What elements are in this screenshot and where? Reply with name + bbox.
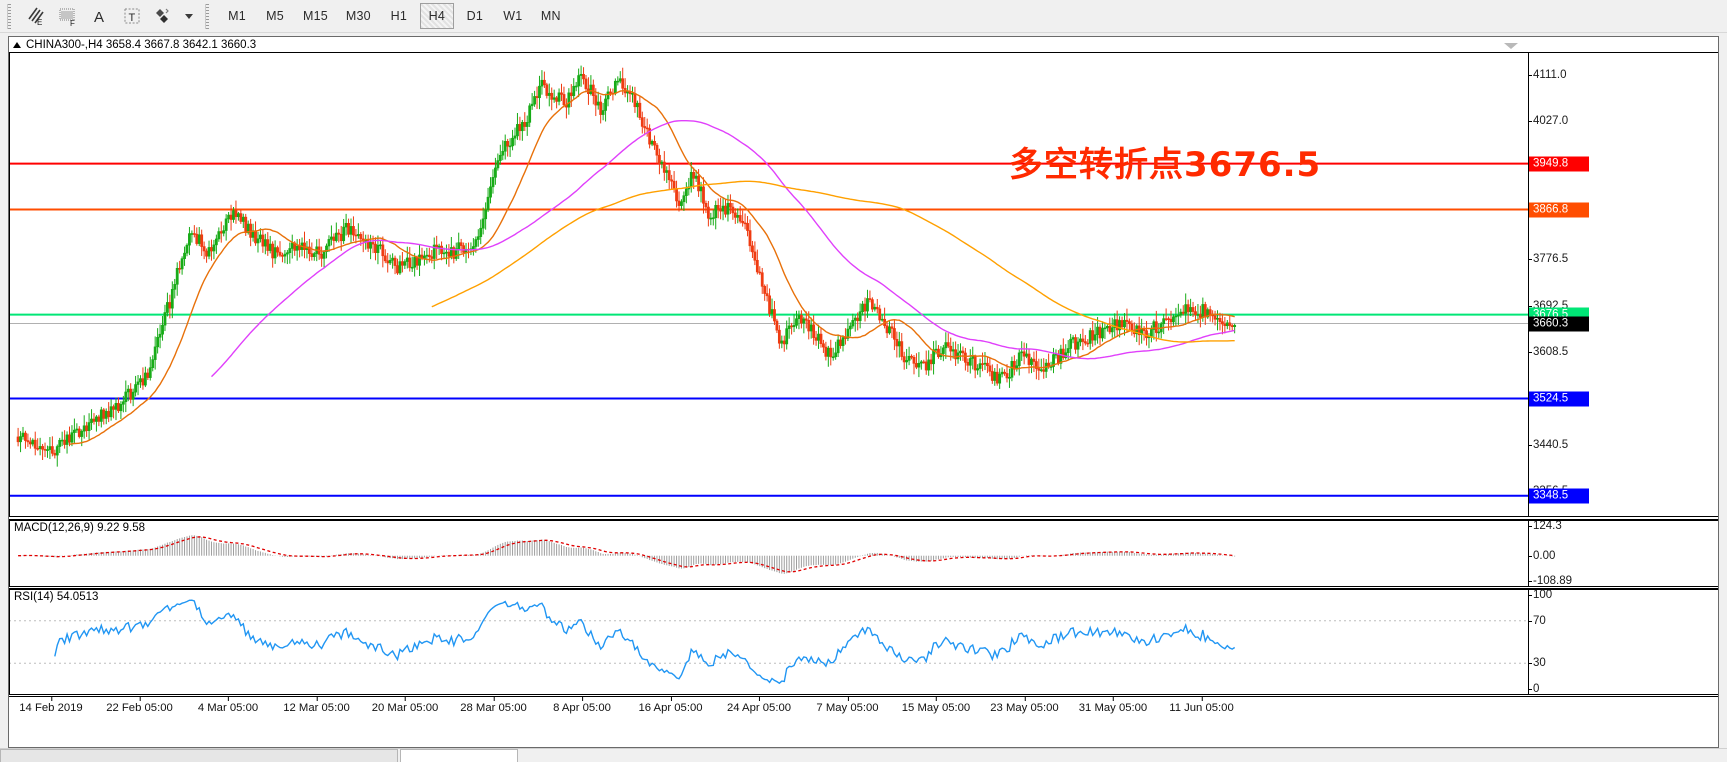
timeframe-mn[interactable]: MN <box>540 9 561 23</box>
rsi-plot <box>9 599 1528 685</box>
macd-plot <box>18 535 1236 574</box>
price-plot-area[interactable] <box>9 52 1718 517</box>
text-label-icon[interactable]: A <box>85 2 115 30</box>
macd-tick-0.00: 0.00 <box>1527 549 1556 562</box>
timeframe-m1[interactable]: M1 <box>228 9 246 23</box>
time-label-5: 28 Mar 05:00 <box>460 696 527 714</box>
time-label-2: 4 Mar 05:00 <box>197 696 259 714</box>
svg-text:E: E <box>37 18 42 27</box>
chart-title-bar: CHINA300-,H4 3658.4 3667.8 3642.1 3660.3 <box>9 37 1718 52</box>
price-candlestick-plot <box>9 65 1528 497</box>
bottom-tab-bar <box>0 748 1727 762</box>
price-tick-4027.0: 4027.0 <box>1527 115 1569 128</box>
macd-tick--108.89: -108.89 <box>1527 575 1573 587</box>
price-label-resistance: 3949.8 <box>1529 156 1589 172</box>
chart-window[interactable]: CHINA300-,H4 3658.4 3667.8 3642.1 3660.3… <box>8 36 1719 748</box>
time-label-3: 12 Mar 05:00 <box>283 696 350 714</box>
rsi-pane[interactable]: RSI(14) 54.0513 100 70 30 0 <box>9 588 1718 695</box>
rsi-axis[interactable]: 100 70 30 0 <box>1527 589 1718 695</box>
time-label-11: 23 May 05:00 <box>990 696 1059 714</box>
toolbar-tools-group: E F A T <box>20 0 198 33</box>
rsi-tick-100: 100 <box>1527 589 1553 601</box>
timeframe-m30[interactable]: M30 <box>345 9 371 23</box>
timeframe-m15[interactable]: M15 <box>303 9 328 23</box>
svg-text:A: A <box>94 9 104 26</box>
objects-dropdown-icon[interactable] <box>181 2 197 30</box>
time-label-7: 16 Apr 05:00 <box>638 696 703 714</box>
indicators-list-icon[interactable]: F <box>53 2 83 30</box>
time-label-10: 15 May 05:00 <box>901 696 971 714</box>
timeframe-m5[interactable]: M5 <box>266 9 284 23</box>
rsi-tick-70: 70 <box>1528 614 1546 627</box>
expert-advisors-icon[interactable]: E <box>21 2 51 30</box>
price-axis[interactable]: 4111.04027.03776.53692.53608.53440.53356… <box>1527 52 1718 517</box>
price-label-support: 3348.5 <box>1529 488 1589 504</box>
terminal-tab-2[interactable] <box>400 749 518 762</box>
macd-plot-area[interactable] <box>9 520 1718 587</box>
rsi-label: RSI(14) 54.0513 <box>14 591 99 603</box>
price-label-support: 3524.5 <box>1529 391 1589 407</box>
chart-restore-marker-icon[interactable] <box>1504 43 1518 49</box>
time-axis[interactable]: 14 Feb 2019 22 Feb 05:00 4 Mar 05:00 12 Mar… <box>9 696 1718 722</box>
macd-tick-124.3: 124.3 <box>1528 520 1562 532</box>
price-tick-3776.5: 3776.5 <box>1527 253 1569 266</box>
timeframe-h1[interactable]: H1 <box>390 9 408 23</box>
timeframe-w1[interactable]: W1 <box>503 9 523 23</box>
timeframe-h4[interactable]: H4 <box>419 3 454 29</box>
time-label-0: 14 Feb 2019 <box>19 696 83 714</box>
chart-toolbar: E F A T <box>0 0 1727 33</box>
chart-annotation-text: 多空转折点3676.5 <box>1009 145 1322 185</box>
svg-text:T: T <box>129 12 136 24</box>
time-label-4: 20 Mar 05:00 <box>371 696 439 714</box>
price-tick-4111.0: 4111.0 <box>1527 68 1567 81</box>
objects-icon[interactable] <box>149 2 179 30</box>
rsi-tick-30: 30 <box>1528 657 1546 670</box>
timeframe-group: M1 M5 M15 M30 H1 H4 D1 W1 MN <box>218 0 570 33</box>
price-tick-3440.5: 3440.5 <box>1527 438 1569 451</box>
time-label-9: 7 May 05:00 <box>816 696 879 714</box>
macd-label: MACD(12,26,9) 9.22 9.58 <box>14 522 146 534</box>
price-pane[interactable]: 4111.04027.03776.53692.53608.53440.53356… <box>9 52 1718 517</box>
time-label-8: 24 Apr 05:00 <box>726 696 792 714</box>
timeframe-d1[interactable]: D1 <box>466 9 484 23</box>
toolbar-grip-2[interactable] <box>205 3 212 29</box>
price-tick-3608.5: 3608.5 <box>1527 346 1569 359</box>
rsi-plot-area[interactable] <box>9 589 1718 695</box>
collapse-triangle-icon[interactable] <box>13 41 21 48</box>
text-box-icon[interactable]: T <box>117 2 147 30</box>
time-label-12: 31 May 05:00 <box>1078 696 1148 714</box>
price-label-resistance: 3866.8 <box>1529 202 1589 217</box>
rsi-tick-0: 0 <box>1527 683 1540 695</box>
time-label-13: 11 Jun 05:00 <box>1169 696 1234 714</box>
time-label-6: 8 Apr 05:00 <box>553 696 611 714</box>
macd-pane[interactable]: MACD(12,26,9) 9.22 9.58 124.3 0.00 -108.89 <box>9 519 1718 587</box>
terminal-tab-1[interactable] <box>0 749 398 762</box>
chart-symbol-ohlc: CHINA300-,H4 3658.4 3667.8 3642.1 3660.3 <box>26 38 257 51</box>
toolbar-grip-1[interactable] <box>7 3 14 29</box>
terminal-tab-filler <box>520 749 1725 762</box>
price-label-last-price: 3660.3 <box>1529 316 1589 332</box>
macd-axis[interactable]: 124.3 0.00 -108.89 <box>1527 520 1718 587</box>
time-label-1: 22 Feb 05:00 <box>106 696 173 714</box>
svg-text:F: F <box>70 19 75 27</box>
